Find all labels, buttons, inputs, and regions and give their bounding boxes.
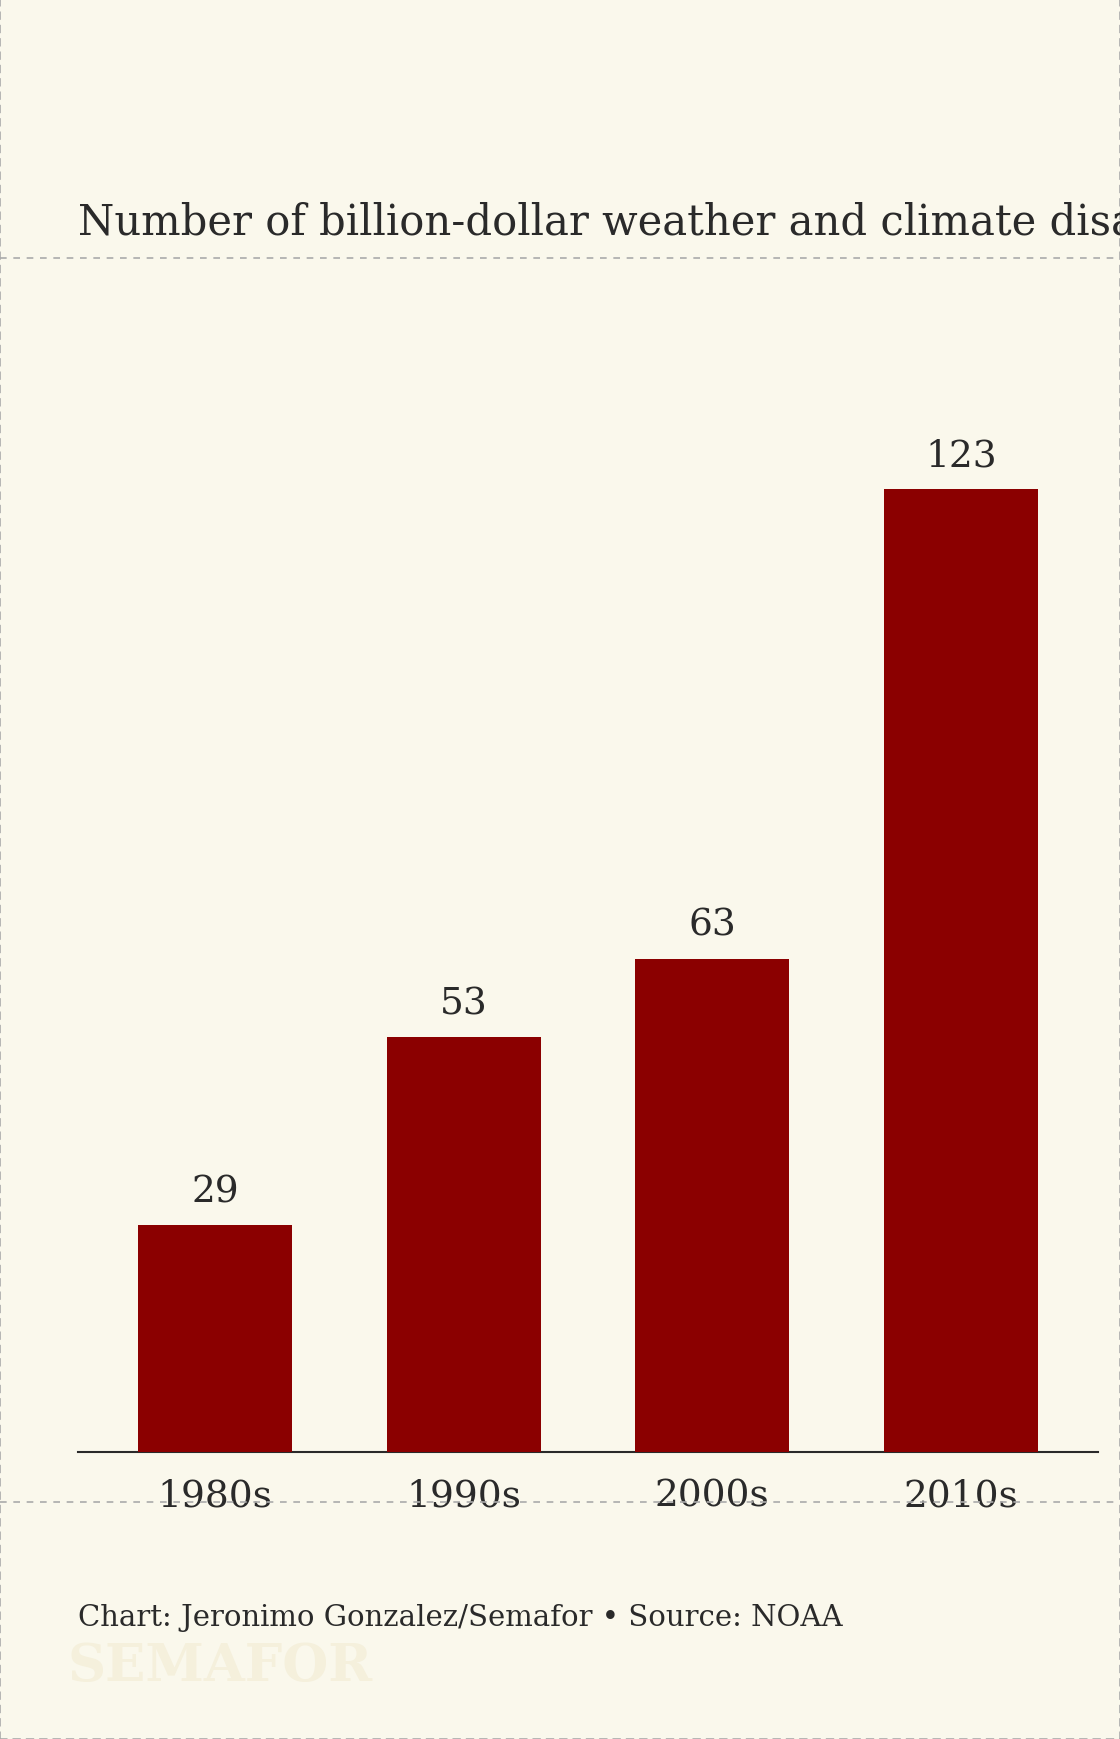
Text: 123: 123 (925, 438, 997, 473)
Bar (884, 489, 1038, 1452)
Bar (386, 1036, 541, 1452)
Bar (635, 958, 790, 1452)
Text: Chart: Jeronimo Gonzalez/Semafor • Source: NOAA: Chart: Jeronimo Gonzalez/Semafor • Sourc… (78, 1603, 843, 1631)
Text: Number of billion-dollar weather and climate disasters in the US: Number of billion-dollar weather and cli… (78, 202, 1120, 243)
Text: SEMAFOR: SEMAFOR (67, 1640, 372, 1690)
Text: 53: 53 (440, 986, 487, 1021)
Text: 29: 29 (192, 1174, 239, 1210)
Text: 63: 63 (689, 908, 736, 943)
Bar (138, 1224, 292, 1452)
